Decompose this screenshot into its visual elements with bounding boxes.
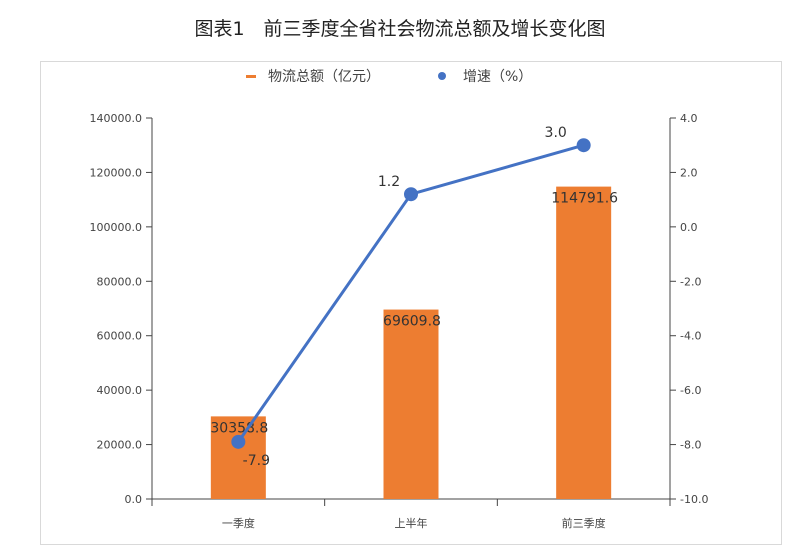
y-left-tick-label: 20000.0 (97, 439, 143, 452)
line-data-label: 1.2 (378, 174, 400, 190)
bar (556, 186, 612, 500)
y-left-tick-label: 100000.0 (90, 221, 143, 234)
legend: 物流总额（亿元） 增速（%） (246, 69, 532, 85)
chart-title: 图表1 前三季度全省社会物流总额及增长变化图 (194, 18, 606, 40)
legend-bar-swatch (246, 75, 256, 78)
y-right-tick-label: 2.0 (680, 166, 698, 179)
y-left-tick-label: 140000.0 (90, 112, 143, 125)
y-left-tick-label: 40000.0 (97, 384, 143, 397)
y-left-tick-label: 120000.0 (90, 166, 143, 179)
line-point (231, 434, 246, 449)
line-data-label: -7.9 (243, 453, 270, 469)
bar (383, 309, 439, 499)
y-right-tick-label: -10.0 (680, 493, 708, 506)
legend-bar-label: 物流总额（亿元） (268, 69, 380, 85)
y-right-tick-label: -6.0 (680, 384, 701, 397)
bar-series (210, 186, 612, 500)
x-tick-label: 前三季度 (562, 516, 606, 530)
line-point (576, 138, 591, 153)
y-right-tick-label: -2.0 (680, 275, 701, 288)
legend-line-swatch (438, 72, 446, 80)
y-right-tick-label: -8.0 (680, 439, 701, 452)
line-data-labels: -7.9 1.2 3.0 (243, 125, 567, 469)
y-right-tick-label: 0.0 (680, 221, 698, 234)
x-tick-label: 上半年 (395, 516, 428, 530)
y-left-tick-label: 60000.0 (97, 330, 143, 343)
y-right-tick-label: -4.0 (680, 330, 701, 343)
bar-data-label: 69609.8 (383, 314, 441, 330)
axes: 0.0 20000.0 40000.0 60000.0 80000.0 100000.0 1… (90, 112, 709, 530)
line-data-label: 3.0 (545, 125, 567, 141)
y-right-tick-label: 4.0 (680, 112, 698, 125)
legend-line-label: 增速（%） (463, 69, 532, 85)
bar-data-label: 114791.6 (551, 191, 618, 207)
y-left-tick-label: 0.0 (125, 493, 143, 506)
line-series (231, 138, 591, 449)
y-left-tick-label: 80000.0 (97, 275, 143, 288)
bar (210, 416, 266, 499)
bar-data-label: 30358.8 (210, 420, 268, 436)
line-point (404, 187, 418, 202)
bar-data-labels: 30358.8 69609.8 114791.6 (210, 191, 618, 437)
x-tick-label: 一季度 (222, 516, 255, 530)
